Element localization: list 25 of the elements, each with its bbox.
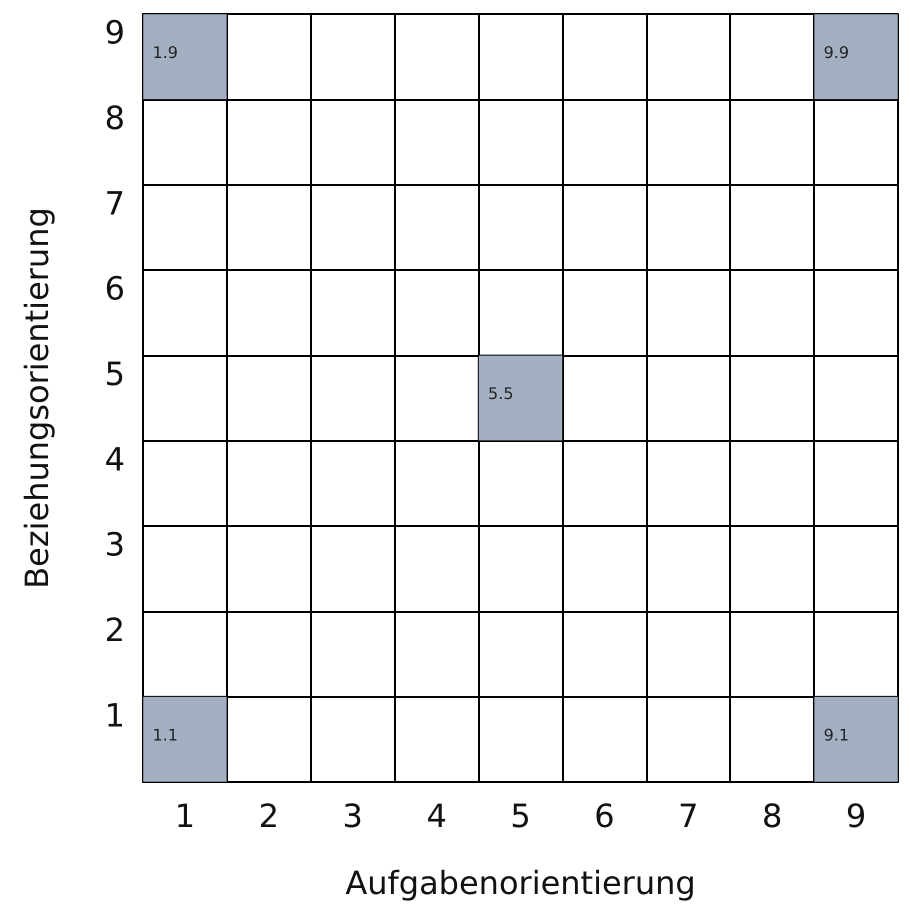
y-tick-label: 3 bbox=[104, 526, 125, 564]
y-tick-label: 4 bbox=[104, 440, 125, 478]
y-tick-label: 9 bbox=[104, 14, 125, 52]
x-tick-label: 7 bbox=[678, 797, 698, 835]
y-tick-label: 5 bbox=[104, 355, 125, 393]
x-tick-label: 4 bbox=[426, 797, 447, 835]
y-axis-title: Beziehungsorientierung bbox=[18, 207, 56, 589]
x-tick-label: 9 bbox=[846, 797, 866, 835]
y-tick-label: 6 bbox=[104, 270, 125, 308]
x-tick-label: 8 bbox=[762, 797, 782, 835]
data-label: 5.5 bbox=[488, 384, 514, 404]
y-tick-label: 2 bbox=[104, 611, 125, 649]
y-tick-label: 1 bbox=[104, 696, 125, 734]
data-label: 9.1 bbox=[824, 725, 850, 744]
data-label: 9.9 bbox=[824, 42, 850, 62]
x-tick-label: 2 bbox=[258, 797, 280, 835]
data-label: 1.9 bbox=[152, 42, 178, 62]
data-label: 1.1 bbox=[152, 725, 178, 744]
x-tick-label: 5 bbox=[510, 797, 531, 835]
y-tick-label: 7 bbox=[104, 184, 125, 222]
x-tick-label: 1 bbox=[174, 797, 196, 835]
y-tick-label: 8 bbox=[104, 99, 125, 137]
x-tick-label: 3 bbox=[342, 797, 363, 835]
x-axis-title: Aufgabenorientierung bbox=[345, 864, 696, 902]
x-tick-label: 6 bbox=[594, 797, 615, 835]
